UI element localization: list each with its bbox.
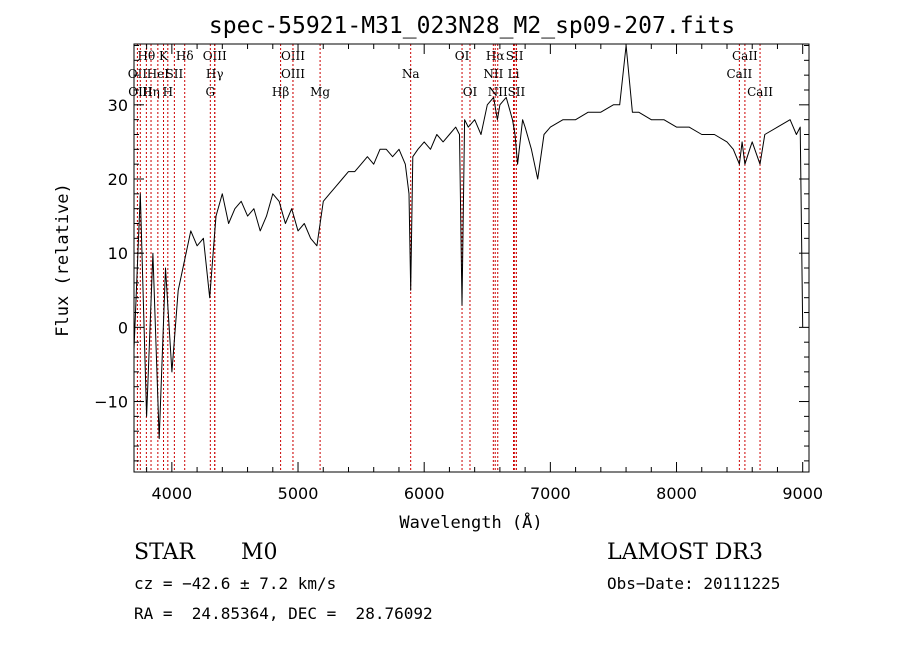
spectral-line-label: OI	[455, 49, 470, 63]
y-tick-label: 20	[108, 170, 128, 189]
spectral-line-label: Hα	[486, 49, 505, 63]
spectral-line-label: CaII	[732, 49, 758, 63]
spectral-line-label: Li	[508, 67, 520, 81]
spectral-line-label: NII	[483, 67, 503, 81]
spectral-line-label: H	[163, 85, 173, 99]
spectral-line-label: OII	[128, 67, 148, 81]
spectral-line-label: Hη	[142, 85, 160, 99]
spectral-line-label: Na	[402, 67, 420, 81]
x-tick-label: 6000	[404, 484, 445, 503]
y-tick-label: −10	[94, 393, 128, 412]
spectral-line-label: Mg	[310, 85, 330, 99]
x-tick-label: 5000	[278, 484, 319, 503]
sky-coordinates: RA = 24.85364, DEC = 28.76092	[134, 604, 433, 623]
plot-frame	[133, 43, 810, 473]
x-tick-label: 8000	[656, 484, 697, 503]
y-tick-label: 0	[118, 318, 128, 337]
redshift-value: cz = −42.6 ± 7.2 km/s	[134, 574, 337, 593]
y-axis-label: Flux (relative)	[53, 183, 73, 337]
spectral-line-label: SII	[506, 49, 524, 63]
spectral-line-label: OI	[463, 85, 478, 99]
spectral-line-label: G	[206, 85, 216, 99]
x-axis: 4000 5000 6000 7000 8000 9000	[146, 44, 823, 503]
spectral-line-label: CaII	[747, 85, 773, 99]
y-axis: −10 0 10 20 30	[94, 44, 809, 462]
y-tick-label: 30	[108, 96, 128, 115]
chart-title: spec-55921-M31_023N28_M2_sp09-207.fits	[209, 13, 735, 39]
spectral-line-label: SII	[508, 85, 526, 99]
spectral-line-label: NII	[488, 85, 508, 99]
spectrum-series-layer	[133, 45, 804, 440]
spectral-line-label: SII	[166, 67, 184, 81]
y-tick-label: 10	[108, 244, 128, 263]
x-tick-label: 7000	[530, 484, 571, 503]
spectral-line-label: Hγ	[206, 67, 224, 81]
object-class: STAR	[134, 540, 195, 565]
observation-date: Obs−Date: 20111225	[607, 574, 781, 593]
object-subclass: M0	[241, 540, 278, 565]
x-tick-label: 4000	[151, 484, 192, 503]
spectral-line-label: K	[159, 49, 169, 63]
spectral-line-label: OIII	[281, 67, 305, 81]
spectral-line-label: CaII	[726, 67, 752, 81]
x-tick-label: 9000	[782, 484, 823, 503]
survey-name: LAMOST DR3	[607, 540, 763, 565]
x-axis-label: Wavelength (Å)	[399, 511, 542, 533]
spectral-line-label: Hδ	[176, 49, 194, 63]
spectral-line-label: Hβ	[272, 85, 289, 99]
spectrum-line-flux	[133, 45, 804, 440]
